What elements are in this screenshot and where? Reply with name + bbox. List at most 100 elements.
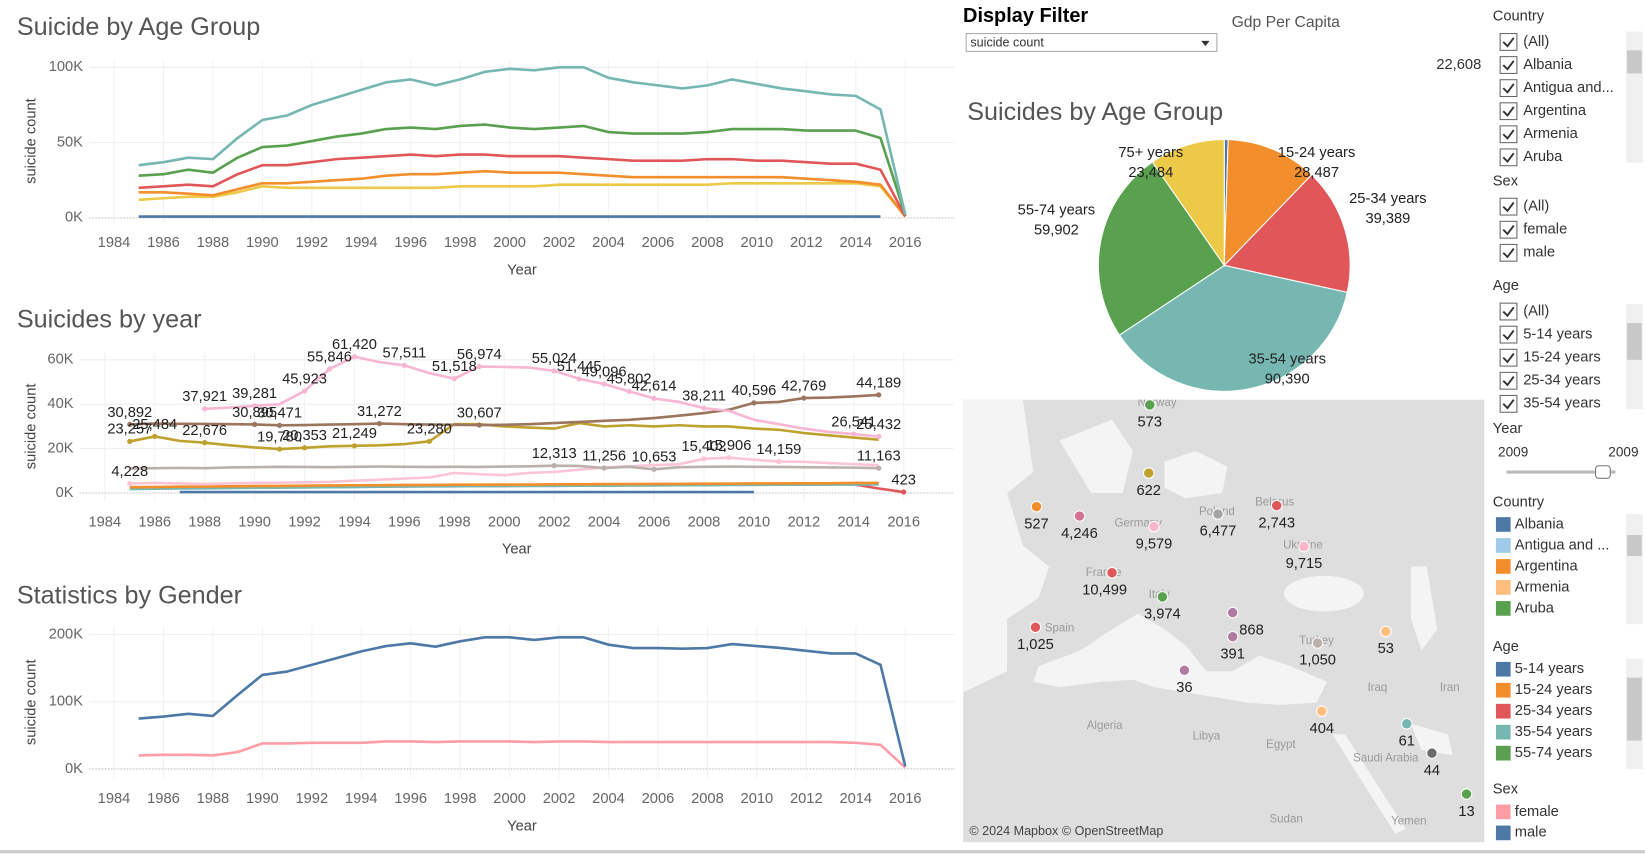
legend-item[interactable]: male [1515, 825, 1547, 841]
map-marker[interactable] [1106, 566, 1118, 579]
data-label: 12,313 [532, 446, 577, 462]
scrollbar[interactable] [1626, 513, 1643, 625]
series-line [129, 421, 879, 451]
series-line [129, 481, 879, 489]
pie-slice[interactable] [1118, 264, 1348, 392]
scroll-thumb[interactable] [1627, 50, 1642, 74]
checkmark[interactable] [1502, 306, 1515, 318]
marker-label: 6,477 [1200, 524, 1237, 540]
filter-item[interactable]: Antigua and... [1523, 80, 1614, 96]
map-marker[interactable] [1226, 630, 1239, 643]
legend-item[interactable]: Antigua and ... [1515, 537, 1610, 553]
map-marker[interactable] [1212, 508, 1224, 520]
x-tick-label: 2010 [741, 791, 774, 807]
checkmark[interactable] [1502, 60, 1515, 71]
filter-item[interactable]: (All) [1523, 199, 1549, 215]
checkmark[interactable] [1502, 224, 1515, 236]
checkbox[interactable] [1499, 348, 1518, 367]
legend-item[interactable]: 55-74 years [1515, 745, 1592, 761]
map-marker[interactable] [1142, 467, 1155, 479]
checkbox[interactable] [1499, 371, 1518, 390]
checkmark[interactable] [1502, 399, 1515, 410]
checkmark[interactable] [1502, 106, 1515, 117]
checkbox[interactable] [1499, 394, 1518, 413]
checkbox[interactable] [1499, 243, 1518, 262]
map-marker[interactable] [1144, 399, 1156, 411]
dropdown-value[interactable]: suicide count [970, 35, 1044, 49]
map-marker[interactable] [1156, 591, 1169, 603]
filter-item[interactable]: 25-34 years [1523, 373, 1600, 389]
map-marker[interactable] [1460, 788, 1473, 800]
scroll-thumb[interactable] [1627, 534, 1642, 556]
checkbox[interactable] [1499, 102, 1518, 121]
legend-item[interactable]: 25-34 years [1515, 703, 1592, 719]
checkbox[interactable] [1499, 148, 1518, 167]
legend-item[interactable]: Albania [1515, 516, 1565, 532]
legend-item[interactable]: Armenia [1515, 579, 1570, 595]
x-tick-label: 1992 [288, 514, 321, 530]
data-label: 49,096 [582, 364, 627, 380]
checkmark[interactable] [1502, 376, 1515, 387]
x-axis-title: Year [502, 542, 532, 558]
data-label: 10,653 [632, 450, 677, 466]
legend-item[interactable]: female [1515, 804, 1559, 820]
map-marker[interactable] [1311, 637, 1324, 649]
pie-slice[interactable] [1151, 138, 1225, 268]
checkbox[interactable] [1499, 220, 1518, 239]
map-marker[interactable] [1148, 520, 1160, 533]
map[interactable]: NorwayGermanyPolandBelarusUkraineFranceI… [963, 397, 1485, 843]
map-marker[interactable] [1270, 499, 1283, 512]
map-marker[interactable] [1073, 510, 1086, 522]
checkbox[interactable] [1499, 56, 1518, 74]
filter-item[interactable]: Albania [1523, 57, 1573, 73]
filter-item[interactable]: 15-24 years [1523, 350, 1600, 366]
checkmark[interactable] [1502, 201, 1515, 213]
map-marker[interactable] [1401, 718, 1413, 730]
filter-item[interactable]: Armenia [1523, 126, 1578, 142]
legend-item[interactable]: Argentina [1515, 558, 1579, 574]
checkbox[interactable] [1499, 79, 1518, 98]
map-marker[interactable] [1298, 540, 1310, 553]
scroll-thumb[interactable] [1627, 677, 1642, 741]
filter-item[interactable]: (All) [1523, 303, 1549, 319]
checkmark[interactable] [1502, 129, 1515, 140]
pie-slice[interactable] [1223, 139, 1313, 267]
map-marker[interactable] [1316, 705, 1328, 717]
checkmark[interactable] [1502, 329, 1515, 341]
dropdown-arrow[interactable] [1201, 40, 1210, 47]
checkmark[interactable] [1502, 37, 1515, 48]
filter-item[interactable]: Argentina [1523, 103, 1587, 119]
checkmark[interactable] [1502, 152, 1515, 163]
map-marker[interactable] [1426, 747, 1438, 759]
map-marker[interactable] [1380, 625, 1392, 638]
legend-item[interactable]: Aruba [1515, 600, 1555, 616]
checkmark[interactable] [1502, 352, 1515, 364]
dropdown[interactable] [965, 33, 1218, 52]
legend-item[interactable]: 15-24 years [1515, 682, 1592, 698]
filter-item[interactable]: female [1523, 222, 1567, 238]
map-marker[interactable] [1226, 606, 1239, 619]
checkbox[interactable] [1499, 33, 1518, 51]
map-marker[interactable] [1178, 664, 1191, 677]
checkmark[interactable] [1502, 83, 1515, 94]
filter-item[interactable]: 5-14 years [1523, 326, 1592, 342]
checkbox[interactable] [1499, 197, 1518, 216]
checkmark[interactable] [1502, 248, 1515, 259]
checkbox[interactable] [1499, 325, 1518, 344]
map-marker[interactable] [1029, 621, 1042, 634]
scroll-thumb[interactable] [1627, 323, 1642, 360]
map-marker[interactable] [1030, 500, 1043, 513]
checkbox[interactable] [1499, 302, 1518, 321]
legend-item[interactable]: 5-14 years [1515, 661, 1584, 677]
legend-item[interactable]: 35-54 years [1515, 724, 1592, 740]
filter-item[interactable]: 35-54 years [1523, 396, 1600, 412]
checkbox[interactable] [1499, 125, 1518, 144]
data-label: 55,024 [532, 351, 577, 367]
pie-slice[interactable] [1097, 161, 1225, 336]
filter-item[interactable]: male [1523, 245, 1555, 261]
filter-item[interactable]: Aruba [1523, 149, 1563, 165]
x-tick-label: 2002 [538, 514, 571, 530]
filter-item[interactable]: (All) [1523, 34, 1549, 50]
slider-handle[interactable] [1595, 465, 1611, 479]
pie-slice[interactable] [1223, 174, 1351, 294]
